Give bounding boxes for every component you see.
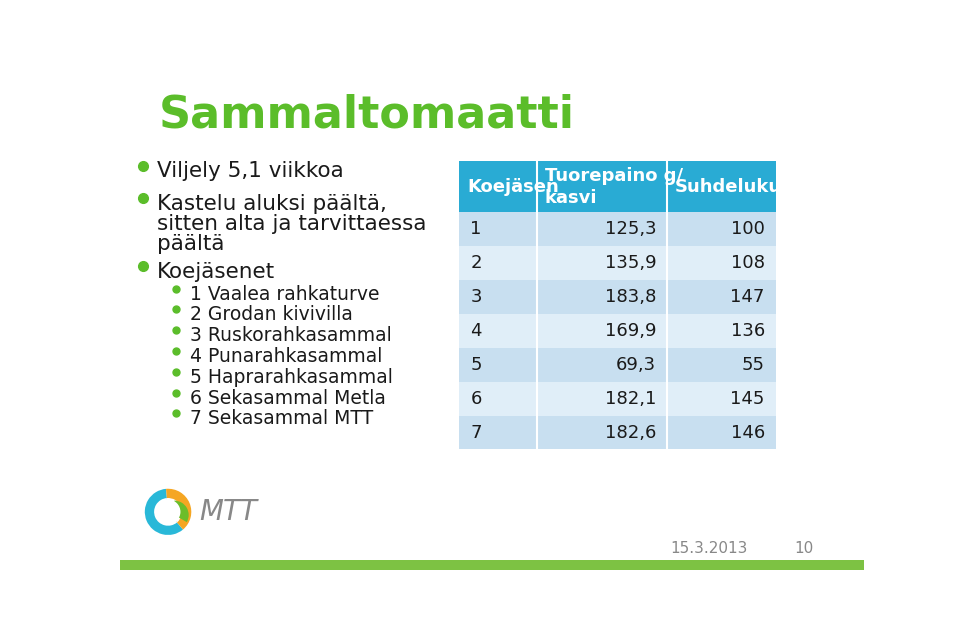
Text: 146: 146 bbox=[731, 424, 765, 442]
Text: 135,9: 135,9 bbox=[605, 254, 657, 272]
Text: MTT: MTT bbox=[199, 498, 257, 526]
Text: 147: 147 bbox=[731, 288, 765, 306]
Text: 6: 6 bbox=[470, 390, 482, 408]
Wedge shape bbox=[166, 489, 191, 529]
Text: 55: 55 bbox=[742, 356, 765, 374]
Text: 1: 1 bbox=[470, 220, 482, 238]
Text: Viljely 5,1 viikkoa: Viljely 5,1 viikkoa bbox=[157, 161, 344, 182]
Text: 6 Sekasammal Metla: 6 Sekasammal Metla bbox=[190, 388, 386, 408]
Text: 169,9: 169,9 bbox=[605, 322, 657, 340]
Text: Koejäsenet: Koejäsenet bbox=[157, 262, 276, 282]
Text: 4 Punarahkasammal: 4 Punarahkasammal bbox=[190, 347, 382, 366]
Text: 5: 5 bbox=[470, 356, 482, 374]
Text: 182,6: 182,6 bbox=[605, 424, 657, 442]
Text: Tuorepaino g/
kasvi: Tuorepaino g/ kasvi bbox=[544, 167, 683, 207]
Text: 108: 108 bbox=[731, 254, 765, 272]
Text: 10: 10 bbox=[794, 541, 813, 556]
Wedge shape bbox=[175, 500, 189, 522]
Text: 4: 4 bbox=[470, 322, 482, 340]
Text: 5 Haprarahkasammal: 5 Haprarahkasammal bbox=[190, 368, 393, 387]
Text: 7: 7 bbox=[470, 424, 482, 442]
Bar bbox=[460, 314, 776, 348]
Text: 145: 145 bbox=[731, 390, 765, 408]
Bar bbox=[460, 348, 776, 381]
Text: 182,1: 182,1 bbox=[605, 390, 657, 408]
Text: Sammaltomaatti: Sammaltomaatti bbox=[158, 93, 575, 137]
Text: 136: 136 bbox=[731, 322, 765, 340]
Text: 7 Sekasammal MTT: 7 Sekasammal MTT bbox=[190, 410, 373, 428]
Text: 2: 2 bbox=[470, 254, 482, 272]
Wedge shape bbox=[155, 498, 177, 525]
Text: 3: 3 bbox=[470, 288, 482, 306]
Wedge shape bbox=[167, 498, 182, 522]
Text: 3 Ruskorahkasammal: 3 Ruskorahkasammal bbox=[190, 326, 392, 345]
Bar bbox=[460, 280, 776, 314]
Text: 69,3: 69,3 bbox=[616, 356, 657, 374]
Bar bbox=[460, 381, 776, 415]
Text: 183,8: 183,8 bbox=[605, 288, 657, 306]
Wedge shape bbox=[145, 489, 183, 535]
Text: 2 Grodan kivivilla: 2 Grodan kivivilla bbox=[190, 305, 352, 324]
Text: 15.3.2013: 15.3.2013 bbox=[670, 541, 748, 556]
Bar bbox=[120, 561, 864, 570]
Bar bbox=[460, 246, 776, 280]
Text: 125,3: 125,3 bbox=[605, 220, 657, 238]
Bar bbox=[460, 212, 776, 246]
Text: Suhdeluku: Suhdeluku bbox=[675, 178, 782, 196]
Text: päältä: päältä bbox=[157, 234, 225, 254]
Text: sitten alta ja tarvittaessa: sitten alta ja tarvittaessa bbox=[157, 214, 426, 234]
Circle shape bbox=[156, 500, 180, 524]
Text: Kastelu aluksi päältä,: Kastelu aluksi päältä, bbox=[157, 194, 387, 214]
Bar bbox=[460, 161, 776, 212]
Text: 1 Vaalea rahkaturve: 1 Vaalea rahkaturve bbox=[190, 285, 379, 304]
Text: 100: 100 bbox=[731, 220, 765, 238]
Bar bbox=[460, 415, 776, 449]
Text: Koejäsen: Koejäsen bbox=[468, 178, 559, 196]
